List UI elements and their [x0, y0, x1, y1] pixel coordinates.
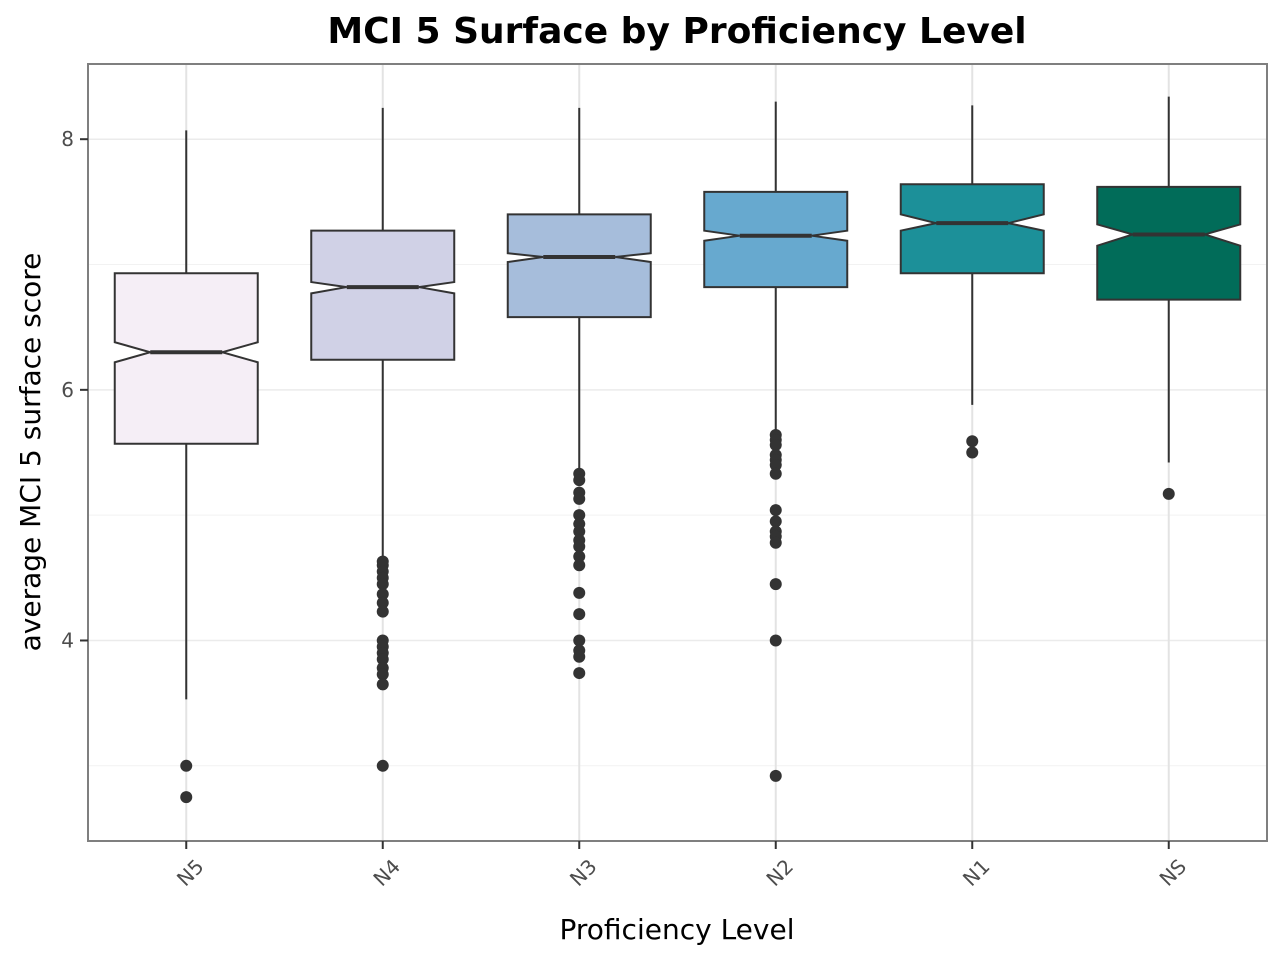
box-body: [1096, 185, 1242, 301]
y-axis-title: average MCI 5 surface score: [14, 253, 47, 652]
outlier-point: [376, 605, 389, 618]
y-tick-label: 4: [61, 628, 74, 652]
y-tick-label: 6: [61, 378, 74, 402]
outlier-point: [769, 467, 782, 480]
outlier-point: [769, 536, 782, 549]
outlier-point: [769, 438, 782, 451]
outlier-point: [376, 578, 389, 591]
box-n1: [899, 105, 1045, 459]
outlier-point: [573, 550, 586, 563]
outlier-point: [769, 515, 782, 528]
outlier-point: [573, 559, 586, 572]
outlier-point: [573, 509, 586, 522]
outlier-point: [573, 492, 586, 505]
box-body: [506, 213, 652, 319]
outlier-point: [376, 759, 389, 772]
outlier-point: [966, 435, 979, 448]
outlier-point: [573, 667, 586, 680]
outlier-point: [573, 608, 586, 621]
x-tick-label: N4: [368, 854, 405, 891]
outlier-point: [966, 446, 979, 459]
outlier-point: [376, 668, 389, 681]
box-n3: [506, 107, 652, 680]
y-axis: 4 6 8: [61, 127, 88, 652]
outlier-point: [573, 650, 586, 663]
x-tick-label: N5: [172, 854, 209, 891]
outlier-point: [769, 459, 782, 472]
x-axis: N5 N4 N3 N2 N1 NS: [172, 841, 1191, 891]
x-tick-label: N1: [958, 854, 995, 891]
box-body: [310, 229, 456, 361]
x-tick-label: NS: [1155, 854, 1192, 891]
box-body: [703, 190, 849, 289]
outlier-point: [180, 759, 193, 772]
box-body: [113, 272, 259, 445]
outlier-point: [573, 586, 586, 599]
outlier-point: [180, 791, 193, 804]
boxes: [113, 96, 1242, 804]
x-axis-title: Proficiency Level: [560, 913, 795, 946]
panel-border: [87, 63, 1268, 842]
outlier-point: [769, 504, 782, 517]
outlier-point: [376, 588, 389, 601]
box-ns: [1096, 96, 1242, 500]
outlier-point: [769, 634, 782, 647]
box-n2: [703, 101, 849, 782]
chart-title: MCI 5 Surface by Proficiency Level: [327, 11, 1026, 52]
outlier-point: [376, 653, 389, 666]
outlier-point: [769, 769, 782, 782]
plot-panel: [87, 63, 1268, 842]
outlier-point: [573, 540, 586, 553]
outlier-point: [1162, 487, 1175, 500]
outlier-point: [376, 596, 389, 609]
x-tick-label: N2: [761, 854, 798, 891]
x-tick-label: N3: [565, 854, 602, 891]
outlier-point: [769, 578, 782, 591]
outlier-point: [573, 525, 586, 538]
box-n5: [113, 130, 259, 804]
outlier-point: [573, 634, 586, 647]
panel-background: [88, 64, 1267, 841]
outlier-point: [376, 678, 389, 691]
box-body: [899, 183, 1045, 275]
outlier-point: [573, 474, 586, 487]
box-n4: [310, 107, 456, 772]
y-tick-label: 8: [61, 127, 74, 151]
